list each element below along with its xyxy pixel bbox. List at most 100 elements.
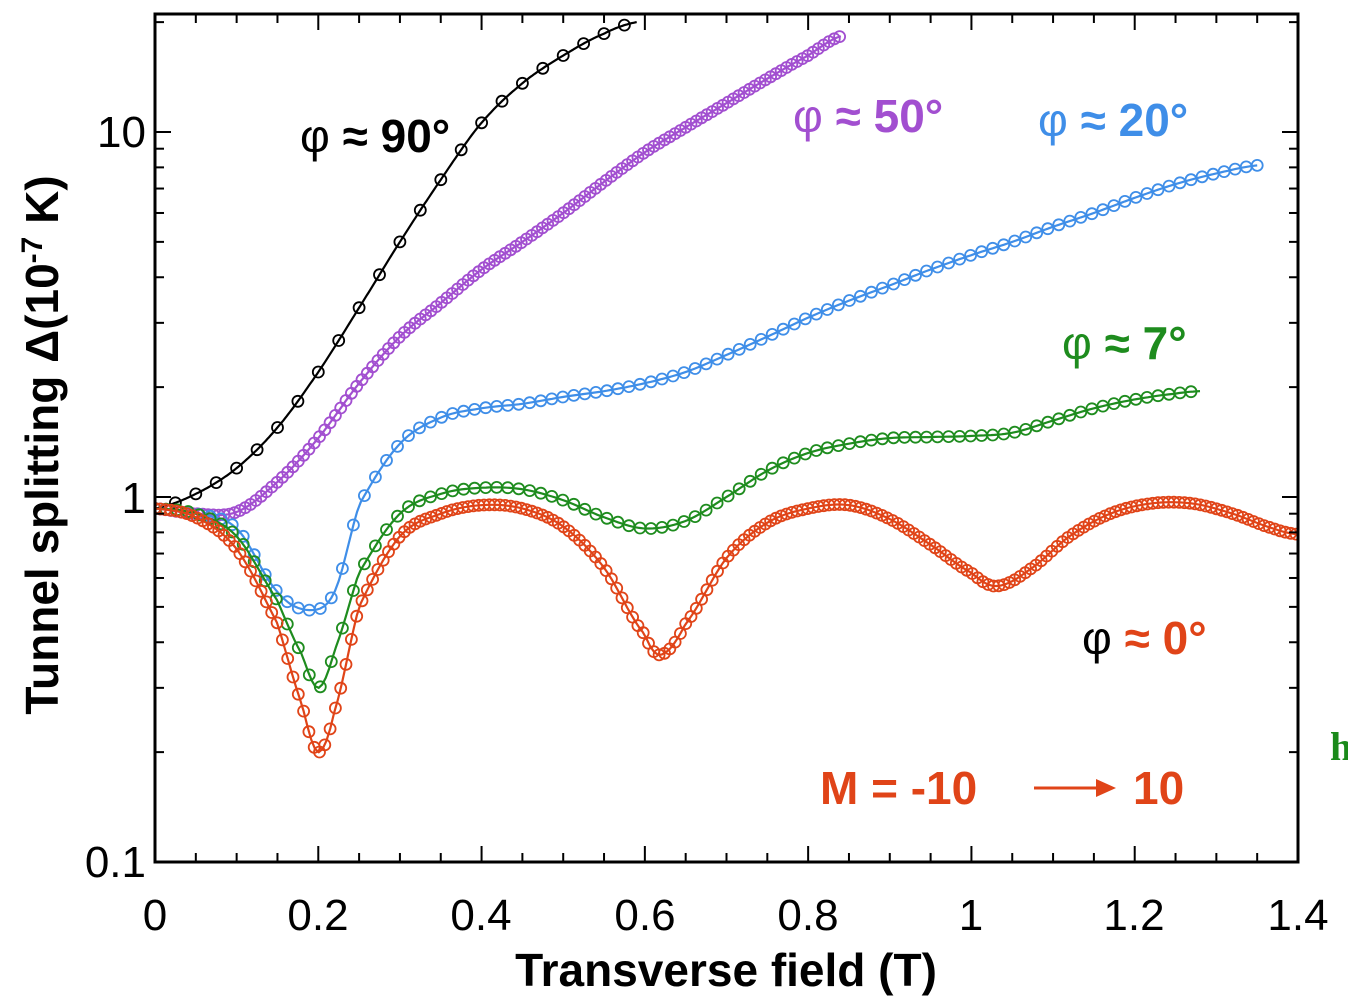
- series-marker: [209, 476, 223, 490]
- series-marker: [798, 312, 812, 326]
- series-marker: [259, 595, 273, 609]
- series-label-50-value: ≈ 50°: [823, 90, 943, 142]
- ticks-layer: [154, 14, 1299, 863]
- series-marker: [258, 574, 272, 588]
- series-marker: [324, 591, 338, 605]
- series-marker: [610, 581, 624, 595]
- series-marker: [677, 515, 691, 528]
- x-tick-label: 1: [959, 891, 983, 940]
- clipped-text-fragment: h: [1330, 724, 1348, 769]
- series-marker: [281, 652, 295, 665]
- series-marker: [700, 583, 714, 597]
- series-marker: [357, 489, 371, 503]
- series-marker: [597, 27, 611, 40]
- series-marker: [843, 294, 856, 307]
- series-marker: [324, 655, 338, 668]
- series-marker: [787, 317, 801, 331]
- series-marker: [391, 439, 404, 453]
- series-marker: [1041, 222, 1055, 236]
- series-marker: [615, 591, 629, 605]
- series-marker: [833, 30, 846, 43]
- series-line: [155, 164, 1258, 612]
- series-marker: [997, 238, 1011, 252]
- x-tick-label: 0.4: [450, 891, 511, 940]
- series-marker: [391, 509, 404, 523]
- series-marker: [732, 342, 746, 356]
- series-marker: [1289, 527, 1298, 541]
- series-marker: [710, 496, 724, 510]
- series-marker: [380, 453, 393, 467]
- series-marker: [249, 574, 263, 588]
- series-marker: [975, 245, 988, 259]
- series-label-7-phi: φ: [1062, 317, 1092, 369]
- x-axis-title: Transverse field (T): [515, 944, 937, 996]
- series-marker: [230, 461, 244, 475]
- series-marker: [393, 235, 407, 249]
- series-marker: [1074, 405, 1088, 419]
- x-tick-label: 1.4: [1267, 891, 1328, 940]
- series-marker: [942, 256, 955, 270]
- series-marker: [265, 606, 279, 619]
- series-marker: [743, 474, 757, 488]
- series-marker: [344, 633, 358, 646]
- series-marker: [695, 592, 708, 606]
- series-marker: [355, 594, 369, 608]
- series-marker: [765, 327, 779, 341]
- series-marker: [798, 447, 812, 461]
- y-axis-title: Tunnel splitting Δ(10-7 K): [16, 175, 68, 714]
- series-marker: [1030, 419, 1044, 433]
- series-marker: [1052, 412, 1066, 426]
- series-label-7: φ ≈ 7°: [1062, 317, 1187, 369]
- y-axis-title-exponent: -7: [16, 237, 49, 264]
- series-marker: [352, 301, 366, 315]
- series-marker: [809, 307, 823, 321]
- series-marker: [373, 268, 386, 282]
- series-label-90: φ ≈ 90°: [300, 110, 450, 162]
- x-tick-label: 1.2: [1103, 891, 1164, 940]
- series-marker: [964, 248, 977, 262]
- series-marker: [413, 203, 427, 217]
- series-marker: [424, 415, 437, 429]
- series-marker: [244, 564, 257, 578]
- series-marker: [710, 352, 724, 366]
- series-marker: [1162, 179, 1176, 193]
- series-marker: [1107, 199, 1121, 213]
- series-marker: [318, 738, 332, 752]
- series-marker: [291, 394, 305, 408]
- series-marker: [1019, 422, 1033, 436]
- series-marker: [189, 487, 203, 501]
- series-marker: [721, 489, 735, 503]
- series-marker: [291, 687, 305, 701]
- series-marker: [666, 518, 680, 532]
- transition-to: 10: [1133, 762, 1184, 814]
- series-marker: [674, 627, 687, 640]
- series-marker: [620, 601, 634, 615]
- series-marker: [699, 503, 713, 517]
- series-marker: [413, 494, 426, 508]
- series-marker: [652, 648, 666, 662]
- series-marker: [335, 621, 349, 635]
- series-line: [155, 35, 842, 517]
- x-tick-label: 0.8: [777, 891, 838, 940]
- series-line: [155, 21, 637, 510]
- series-marker: [600, 511, 614, 525]
- series-marker: [334, 681, 348, 695]
- series-marker: [516, 76, 529, 90]
- series-marker: [1129, 190, 1143, 204]
- series-marker: [898, 273, 911, 287]
- series-marker: [1151, 183, 1165, 197]
- series-layer: [155, 18, 1298, 759]
- y-axis-title-main: Tunnel splitting Δ(10: [16, 263, 68, 714]
- series-marker: [1184, 385, 1198, 399]
- y-tick-label: 10: [97, 108, 146, 157]
- series-marker: [536, 61, 550, 75]
- y-tick-label: 0.1: [85, 838, 146, 887]
- series-line: [155, 390, 1201, 690]
- series-marker: [1140, 187, 1154, 200]
- series-marker: [677, 366, 691, 380]
- series-label-0-value: ≈ 0°: [1112, 612, 1207, 664]
- series-label-0-phi: φ: [1082, 612, 1112, 664]
- series-marker: [346, 518, 360, 532]
- series-marker: [402, 500, 415, 514]
